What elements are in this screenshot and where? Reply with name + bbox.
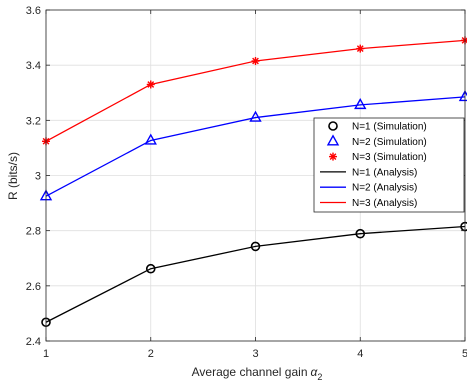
legend-label: N=3 (Analysis) [352, 198, 417, 209]
series-line-4 [45, 225, 466, 323]
y-axis-label: R (bits/s) [6, 152, 20, 200]
legend-marker [329, 152, 337, 161]
legend-label: N=2 (Simulation) [352, 137, 427, 148]
data-point-series-1 [250, 241, 261, 252]
data-point-series-2 [249, 110, 262, 122]
data-point-series-1 [145, 263, 156, 274]
y-tick-label: 3.6 [26, 5, 41, 17]
x-tick-label: 5 [462, 348, 467, 360]
legend-label: N=2 (Analysis) [352, 183, 417, 194]
x-tick-label: 1 [43, 348, 49, 360]
legend-marker [328, 121, 338, 131]
legend-label: N=1 (Simulation) [352, 122, 427, 133]
series-line-5 [45, 96, 466, 197]
y-tick-labels: 2.4 2.6 2.8 3 3.2 3.4 3.6 [26, 5, 41, 348]
x-tick-label: 4 [357, 348, 363, 360]
legend: N=1 (Simulation) N=2 (Simulation) N=3 (Sim… [313, 117, 465, 213]
x-tick-labels: 1 2 3 4 5 [43, 348, 467, 360]
legend-box [313, 117, 465, 213]
x-axis-label-subscript: 2 [317, 372, 322, 382]
axis-ticks [45, 9, 466, 342]
x-axis-label-text: Average channel gain [192, 365, 308, 379]
data-point-series-3 [251, 57, 260, 66]
x-axis-label-symbol: α [311, 365, 319, 379]
y-tick-label: 3 [35, 171, 41, 183]
x-axis-label: Average channel gain α2 [192, 365, 323, 382]
legend-label: N=3 (Simulation) [352, 152, 427, 163]
data-point-series-2 [354, 97, 367, 110]
data-point-series-3 [146, 80, 155, 89]
legend-marker [326, 134, 340, 146]
y-tick-label: 2.6 [26, 281, 41, 293]
x-tick-label: 3 [252, 348, 258, 360]
data-point-series-2 [144, 133, 157, 145]
legend-label: N=1 (Analysis) [352, 167, 417, 178]
data-point-series-3 [356, 44, 365, 53]
data-point-series-1 [355, 228, 366, 239]
y-tick-label: 3.2 [26, 115, 41, 127]
y-tick-label: 2.4 [26, 336, 41, 348]
x-tick-label: 2 [148, 348, 154, 360]
y-tick-label: 3.4 [26, 60, 41, 72]
y-tick-label: 2.8 [26, 226, 41, 238]
